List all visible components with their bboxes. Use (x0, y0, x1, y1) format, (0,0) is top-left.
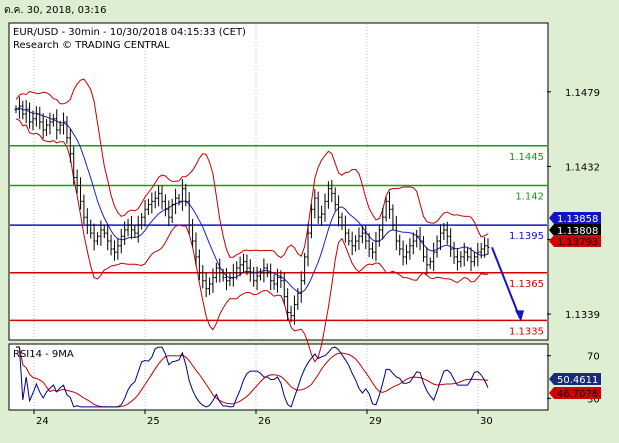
price-badge-label-0: 1.13858 (557, 214, 598, 225)
projection-arrow (491, 247, 524, 322)
chart-timestamp: ต.ค. 30, 2018, 03:16 (4, 5, 107, 16)
chart-subtitle: Research © TRADING CENTRAL (13, 40, 170, 51)
price-badge-label-1: 1.13808 (557, 226, 598, 237)
price-badge-1 (549, 224, 601, 236)
rsi-badge-label-0: 50.4611 (557, 375, 598, 386)
level-label-2: 1.1395 (509, 231, 544, 242)
rsi-tick-label-0: 70 (587, 352, 600, 363)
moving-average (15, 107, 489, 294)
rsi-lines (16, 346, 489, 408)
time-tick-label-4: 30 (480, 416, 493, 427)
projection-line (491, 247, 521, 319)
price-tick-label-0: 1.1479 (565, 88, 600, 99)
level-label-4: 1.1335 (509, 326, 544, 337)
lower-band (15, 118, 489, 363)
rsi-panel (8, 343, 549, 411)
bollinger-bands (15, 78, 489, 363)
price-badge-2 (549, 235, 601, 247)
time-axis: 24 25 26 29 30 (33, 410, 493, 427)
rsi-ma-line (16, 346, 489, 408)
rsi-line (16, 346, 489, 408)
rsi-badge-0 (549, 373, 601, 385)
top-bar: ต.ค. 30, 2018, 03:16 (0, 0, 619, 20)
rsi-badge-label-1: 46.7076 (557, 389, 598, 400)
level-label-3: 1.1365 (509, 279, 544, 290)
rsi-tick-label-1: 30 (587, 394, 600, 405)
time-tick-label-2: 26 (258, 416, 271, 427)
price-badge-label-2: 1.13793 (557, 237, 598, 248)
chart-title: EUR/USD - 30min - 10/30/2018 04:15:33 (C… (13, 27, 246, 38)
upper-band (15, 78, 489, 259)
time-tick-label-3: 29 (369, 416, 382, 427)
level-lines: 1.1445 1.142 1.1395 1.1365 1.1335 (10, 145, 547, 337)
time-tick-label-0: 24 (36, 416, 49, 427)
rsi-label: RSI14 - 9MA (13, 349, 74, 360)
time-tick-label-1: 25 (147, 416, 160, 427)
main-panel (8, 22, 549, 341)
projection-arrowhead (515, 310, 524, 322)
price-tick-label-3: 1.1339 (565, 310, 600, 321)
price-bars (14, 96, 490, 325)
level-label-1: 1.142 (515, 191, 544, 202)
price-tick-label-1: 1.1432 (565, 162, 600, 173)
rsi-badge-1 (549, 387, 601, 399)
price-badge-0 (549, 212, 601, 224)
level-label-0: 1.1445 (509, 152, 544, 163)
